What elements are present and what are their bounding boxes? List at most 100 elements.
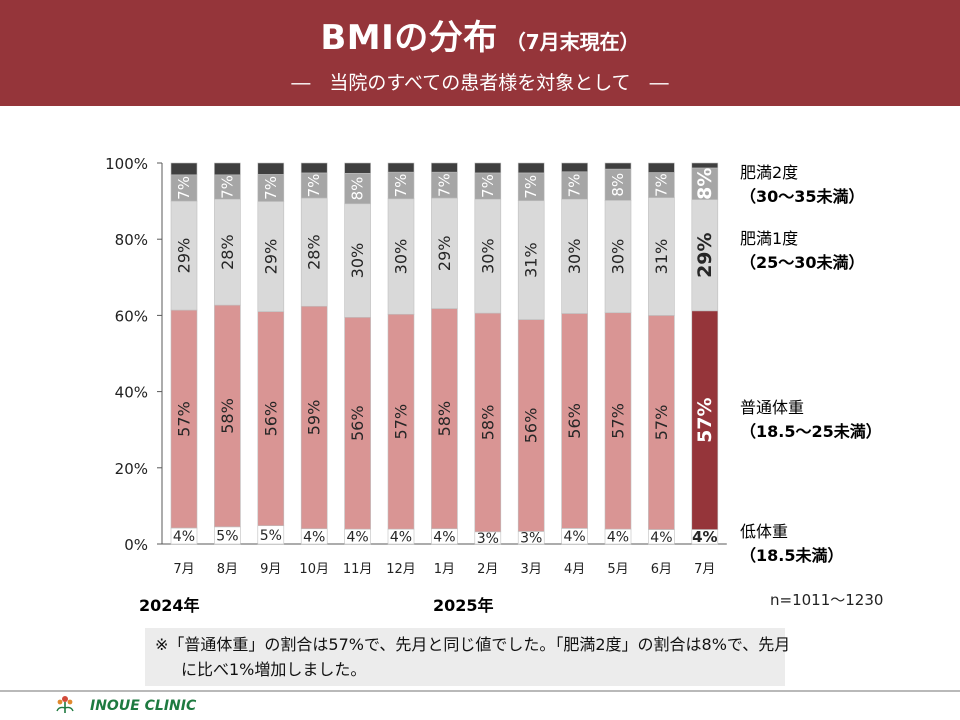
data-label: 29% <box>261 239 280 275</box>
data-label: 31% <box>652 239 671 275</box>
bar-segment <box>300 172 328 199</box>
x-tick-label: 11月 <box>343 562 373 577</box>
year-label-2025: 2025年 <box>433 596 494 615</box>
bar-segment <box>387 171 415 200</box>
data-label: 7% <box>566 174 584 198</box>
bar-segment <box>214 304 241 528</box>
x-tick-label: 7月 <box>173 562 194 577</box>
x-tick-label: 6月 <box>651 562 672 577</box>
bar-segment <box>300 197 328 307</box>
bar-segment <box>517 172 545 202</box>
bar-segment <box>691 199 719 312</box>
bar-segment <box>431 197 458 309</box>
bar-segment <box>474 312 502 533</box>
legend-name: 肥満1度 <box>740 229 799 248</box>
data-label: 5% <box>216 528 238 544</box>
bar-segment <box>214 162 241 176</box>
bar-segment <box>214 198 241 306</box>
data-label: 29% <box>694 232 716 277</box>
legend-obesity-1: 肥満1度 （25～30未満） <box>740 227 865 275</box>
note-box: ※「普通体重」の割合は57%で、先月と同じ値でした。「肥満2度」の割合は8%で、… <box>145 628 790 686</box>
sample-size: n=1011～1230 <box>770 591 884 609</box>
bar-segment <box>561 162 588 173</box>
bar-segment <box>257 174 285 202</box>
x-tick-label: 2月 <box>477 562 498 577</box>
bar-segment <box>170 162 198 176</box>
x-tick-label: 8月 <box>217 562 238 577</box>
x-tick-label: 4月 <box>564 562 585 577</box>
page-title: BMIの分布 （7月末現在） <box>0 10 960 59</box>
data-label: 7% <box>652 173 670 197</box>
data-label: 4% <box>692 528 717 546</box>
data-label: 3% <box>477 531 499 547</box>
legend-range: （18.5～25未満） <box>740 422 882 441</box>
bar-segment <box>648 197 675 316</box>
bar-segment <box>691 310 719 530</box>
clinic-logo-icon <box>56 696 74 713</box>
legend-name: 低体重 <box>740 522 789 541</box>
bar-segment <box>648 162 675 173</box>
title-main: BMIの分布 <box>320 18 498 58</box>
bar-segment <box>517 162 545 174</box>
data-label: 4% <box>433 529 455 545</box>
bar-segment <box>431 162 458 173</box>
data-label: 58% <box>478 405 497 441</box>
title-suffix: （7月末現在） <box>505 30 640 54</box>
data-label: 29% <box>175 238 194 274</box>
data-label: 30% <box>348 243 367 279</box>
data-label: 57% <box>609 403 628 439</box>
bar-segment <box>387 162 415 173</box>
x-tick-label: 12月 <box>386 562 416 577</box>
y-tick-label: 40% <box>115 384 148 402</box>
data-label: 30% <box>609 239 628 275</box>
data-label: 4% <box>303 529 325 545</box>
data-label: 57% <box>652 405 671 441</box>
y-tick-label: 80% <box>115 231 148 249</box>
bar-segment <box>387 313 415 530</box>
footer-divider <box>0 690 960 692</box>
year-label-2024: 2024年 <box>139 596 200 615</box>
data-label: 7% <box>305 174 323 198</box>
bar-segment <box>170 174 198 202</box>
data-label: 56% <box>522 408 541 444</box>
legend-range: （30～35未満） <box>740 187 865 206</box>
bar-segment <box>648 315 675 530</box>
data-label: 29% <box>435 236 454 272</box>
data-label: 4% <box>563 529 585 545</box>
data-label: 30% <box>392 239 411 275</box>
data-label: 30% <box>478 238 497 274</box>
data-label: 8% <box>694 168 716 200</box>
bar-segment <box>344 172 371 205</box>
legend-obesity-2: 肥満2度 （30～35未満） <box>740 161 865 209</box>
bar-segment <box>257 162 285 175</box>
data-label: 4% <box>607 530 629 546</box>
x-tick-label: 1月 <box>434 562 455 577</box>
bar-segment <box>474 162 502 174</box>
bar-segment <box>257 201 285 312</box>
page-subtitle: ― 当院のすべての患者様を対象として ― <box>291 72 669 94</box>
data-label: 7% <box>392 174 410 198</box>
data-label: 28% <box>305 234 324 270</box>
bar-segment <box>648 172 675 198</box>
bar-segment <box>257 311 285 527</box>
data-label: 28% <box>218 234 237 270</box>
data-label: 30% <box>565 239 584 275</box>
data-label: 7% <box>479 174 497 198</box>
bar-segment <box>214 174 241 200</box>
legend-range: （18.5未満） <box>740 546 844 565</box>
legend-name: 肥満2度 <box>740 163 799 182</box>
y-tick-label: 20% <box>115 460 148 478</box>
data-label: 58% <box>218 398 237 434</box>
bar-segment <box>300 162 328 174</box>
data-label: 4% <box>173 529 195 545</box>
bar-segment <box>604 200 632 314</box>
bar-segment <box>561 313 588 529</box>
bar-segment <box>474 172 502 200</box>
bar-segment <box>387 198 415 315</box>
data-label: 57% <box>392 404 411 440</box>
bar-segment <box>300 305 328 530</box>
legend-name: 普通体重 <box>740 398 805 417</box>
data-label: 8% <box>349 177 367 201</box>
data-label: 31% <box>522 242 541 278</box>
